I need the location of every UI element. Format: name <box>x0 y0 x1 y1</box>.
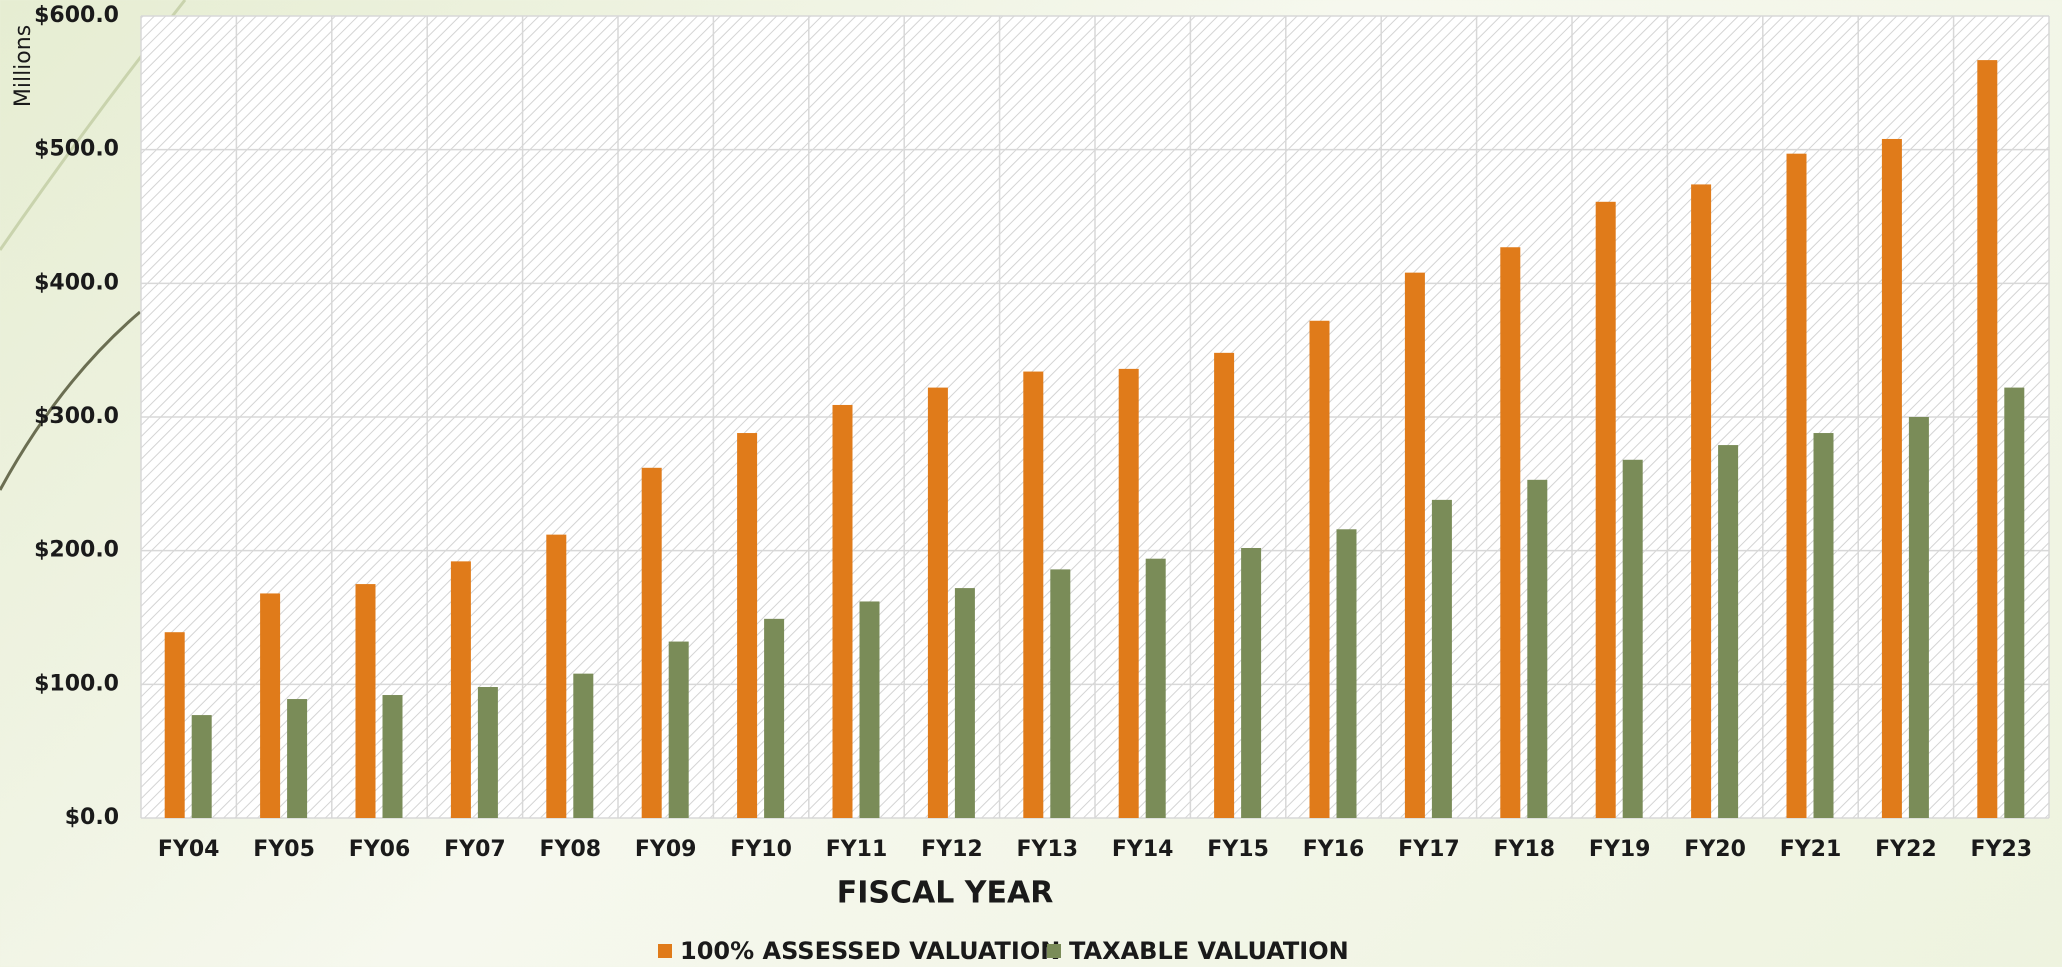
bar <box>1622 459 1643 818</box>
bar <box>1145 558 1166 818</box>
bar <box>737 433 758 818</box>
bar <box>450 561 471 818</box>
bar <box>668 641 689 818</box>
bar <box>287 699 308 818</box>
bar <box>1595 201 1616 819</box>
bar <box>355 584 376 818</box>
x-tick-label: FY22 <box>1875 837 1937 862</box>
legend-label: 100% ASSESSED VALUATION <box>680 937 1060 965</box>
legend-swatch <box>1047 944 1061 958</box>
y-axis-label: Millions <box>11 25 36 107</box>
x-axis-label: FISCAL YEAR <box>837 876 1054 911</box>
bar <box>1118 368 1139 818</box>
bar <box>382 695 403 818</box>
y-tick-label: $300.0 <box>34 404 119 429</box>
bar <box>1050 569 1071 818</box>
x-tick-label: FY07 <box>444 837 506 862</box>
bar <box>1309 320 1330 818</box>
bar <box>1500 247 1521 818</box>
x-tick-label: FY08 <box>540 837 602 862</box>
x-tick-label: FY14 <box>1112 837 1174 862</box>
bar <box>1977 60 1998 819</box>
x-tick-label: FY12 <box>921 837 983 862</box>
bar <box>1431 499 1452 818</box>
bar <box>954 588 975 818</box>
y-tick-label: $0.0 <box>65 805 119 830</box>
bar <box>2004 387 2025 818</box>
x-tick-label: FY20 <box>1684 837 1746 862</box>
x-tick-label: FY16 <box>1303 837 1365 862</box>
bar <box>1691 184 1712 819</box>
x-tick-label: FY19 <box>1589 837 1651 862</box>
legend-swatch <box>658 944 672 958</box>
bar <box>1241 547 1262 818</box>
bar <box>546 534 567 818</box>
y-tick-label: $400.0 <box>34 270 119 295</box>
bar <box>573 673 594 818</box>
bar <box>1908 417 1929 818</box>
bar <box>1813 433 1834 818</box>
y-tick-label: $600.0 <box>34 3 119 28</box>
bar <box>1404 272 1425 818</box>
x-tick-label: FY06 <box>349 837 411 862</box>
bar <box>1336 529 1357 818</box>
x-tick-label: FY04 <box>158 837 220 862</box>
x-tick-label: FY18 <box>1494 837 1556 862</box>
x-tick-label: FY23 <box>1971 837 2033 862</box>
bar <box>191 715 212 818</box>
x-tick-label: FY09 <box>635 837 697 862</box>
x-tick-label: FY21 <box>1780 837 1842 862</box>
bar <box>1881 138 1902 818</box>
bar <box>1718 445 1739 818</box>
y-tick-label: $500.0 <box>34 137 119 162</box>
bar <box>1023 371 1044 818</box>
bar <box>477 687 498 818</box>
bar <box>832 404 853 818</box>
x-tick-label: FY13 <box>1017 837 1079 862</box>
bar <box>164 632 185 818</box>
bar <box>927 387 948 818</box>
x-tick-label: FY05 <box>253 837 315 862</box>
bar <box>1214 352 1235 818</box>
bar <box>859 601 880 818</box>
legend-label: TAXABLE VALUATION <box>1069 937 1349 965</box>
y-tick-label: $200.0 <box>34 538 119 563</box>
x-tick-label: FY15 <box>1207 837 1269 862</box>
x-tick-label: FY10 <box>730 837 792 862</box>
bar <box>764 618 785 818</box>
bar <box>1527 479 1548 818</box>
bar <box>1786 153 1807 819</box>
x-tick-label: FY17 <box>1398 837 1460 862</box>
bar <box>260 593 281 818</box>
x-tick-label: FY11 <box>826 837 888 862</box>
bar <box>641 467 662 818</box>
decor-curve <box>0 310 141 491</box>
y-tick-label: $100.0 <box>34 671 119 696</box>
